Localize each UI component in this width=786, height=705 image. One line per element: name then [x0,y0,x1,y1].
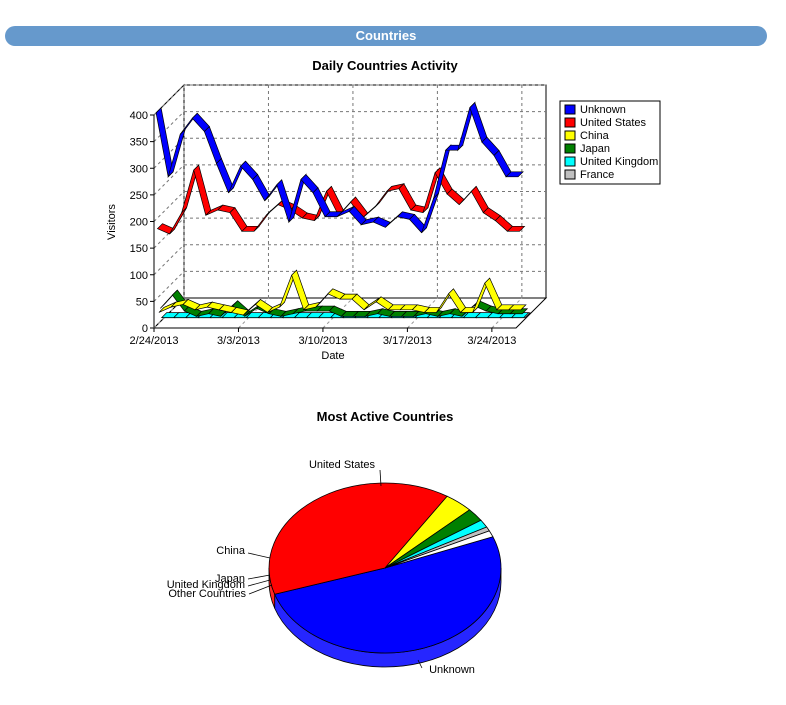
data-segment [507,304,527,311]
gridline-floor [407,297,438,329]
data-segment [155,107,174,178]
y-tick-label: 350 [130,137,148,149]
y-tick-label: 50 [136,296,148,308]
legend-swatch [564,143,576,154]
gridline-floor [238,297,269,329]
x-tick-label: 3/24/2013 [467,335,516,347]
pie-slice-other-countries [384,530,494,569]
legend-label: China [580,130,610,142]
y-tick-label: 150 [130,243,148,255]
line-chart: 0 50 100 150 200 250 300 350 400 2/24/2013 3/3/201… [130,83,548,347]
series-china [158,269,527,316]
gridline-floor [322,297,354,329]
pie-label-us: United States [309,459,376,471]
pie-label-other: Other Countries [168,588,246,600]
gridline-side [153,217,185,249]
legend-swatch [564,169,576,180]
section-header-countries: Countries [5,26,767,46]
legend-label: United States [580,117,647,129]
data-segment [167,128,186,178]
legend-swatch [564,130,576,141]
leader-line [247,579,271,587]
pie-label-china: China [216,545,246,557]
x-tick-label: 3/3/2013 [217,335,260,347]
data-segment [156,223,176,235]
x-tick-label: 2/24/2013 [130,335,179,347]
x-axis-label: Date [321,350,344,362]
data-segment [506,225,526,232]
gridline-side [153,271,185,302]
pie-label-uk: United Kingdom [167,579,245,591]
pie-label-japan: Japan [215,573,245,585]
series-united-states [156,163,526,235]
pie-label-unknown: Unknown [429,664,475,676]
leader-line [417,659,423,669]
y-axis-label: Visitors [106,204,118,240]
pie-chart-title: Most Active Countries [316,409,454,424]
leader-line [247,574,271,580]
series-unknown [155,101,524,234]
leader-line [247,552,271,559]
y-tick-label: 0 [142,323,148,335]
legend-swatch [564,156,576,167]
legend-swatch [564,117,576,128]
legend-label: France [580,169,614,181]
legend-label: United Kingdom [580,156,658,168]
y-tick-label: 400 [130,110,148,122]
x-tick-label: 3/17/2013 [383,335,432,347]
legend-box [559,100,661,185]
line-chart-title: Daily Countries Activity [312,58,458,73]
gridline-side [153,164,185,196]
leader-line [248,584,273,595]
data-segment [505,171,524,178]
gridline-side [153,111,185,142]
gridline-floor [153,297,185,329]
pie-slice-united-states [268,482,448,595]
pie-slice-unknown [274,536,502,654]
gridline-side [153,137,185,169]
gridline-floor [491,297,523,329]
legend-label: Unknown [580,104,626,116]
y-tick-label: 100 [130,270,148,282]
legend-swatch [564,104,576,115]
y-tick-label: 250 [130,190,148,202]
gridline-side [153,191,185,222]
y-tick-label: 300 [130,163,148,175]
legend-label: Japan [580,143,610,155]
leader-line [379,469,382,487]
y-tick-label: 200 [130,217,148,229]
x-tick-label: 3/10/2013 [298,335,347,347]
gridline-side [153,244,185,276]
